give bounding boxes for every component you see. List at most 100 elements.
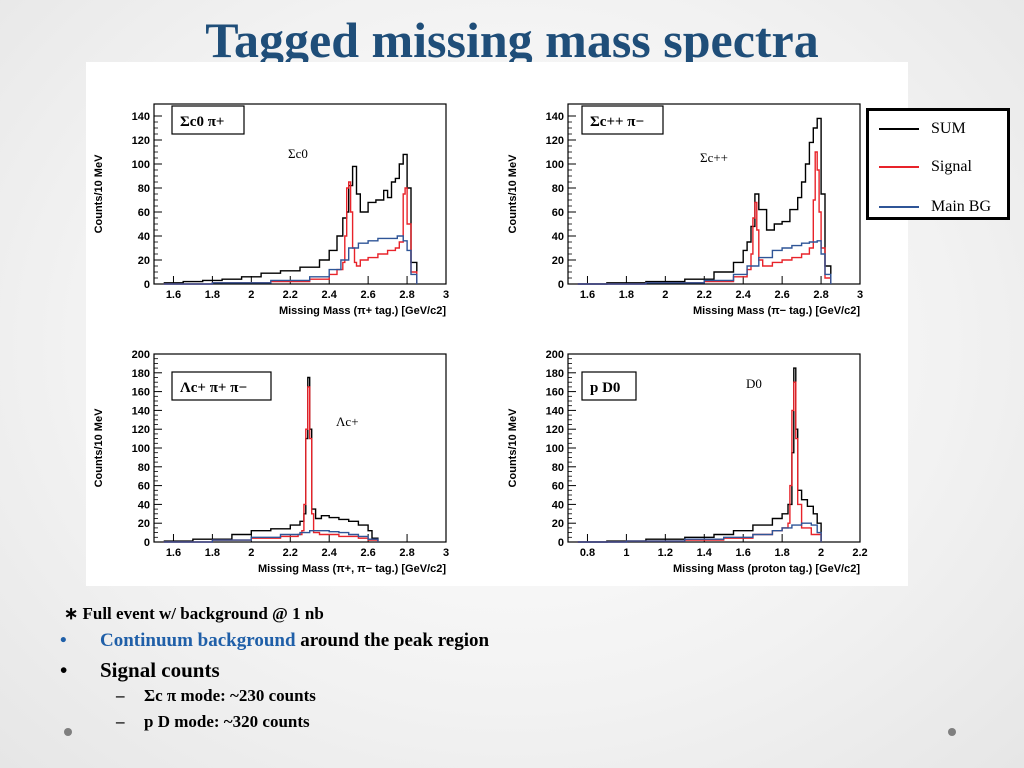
- histogram-4: 0 20 40 60 80 100 120 140 160 180 200 0.8 1 1.2 1.4 1.6…: [507, 349, 868, 575]
- channel-label: Σc++ π−: [590, 114, 644, 130]
- series-sum: [163, 153, 418, 284]
- y-tick-label: 80: [552, 183, 564, 195]
- series-main-bg: [577, 240, 832, 285]
- y-tick-label: 20: [552, 255, 564, 267]
- x-tick-label: 1.6: [166, 289, 181, 301]
- histogram-3: 0 20 40 60 80 100 120 140 160 180 200 1.6 1.8 2 2.2 2.4…: [93, 349, 449, 575]
- x-tick-label: 2.6: [360, 547, 375, 559]
- peak-label: Σc0: [288, 146, 308, 161]
- x-axis-label: Missing Mass (π+, π− tag.) [GeV/c2]: [258, 563, 446, 575]
- series-signal: [577, 381, 822, 543]
- y-axis-label: Counts/10 MeV: [93, 408, 105, 488]
- decor-dot-left: [64, 728, 72, 736]
- y-tick-label: 60: [138, 207, 150, 219]
- x-tick-label: 2.4: [322, 289, 338, 301]
- y-tick-label: 140: [132, 111, 150, 123]
- y-tick-label: 180: [132, 368, 150, 380]
- x-tick-label: 2.4: [322, 547, 338, 559]
- legend-label-main-bg: Main BG: [931, 198, 991, 215]
- legend-swatch-signal: [879, 166, 919, 168]
- y-tick-label: 120: [546, 135, 564, 147]
- bullet-item-2: • Signal counts: [60, 658, 220, 683]
- y-tick-label: 140: [132, 405, 150, 417]
- series-sum: [577, 367, 822, 543]
- x-tick-label: 2.2: [697, 289, 712, 301]
- figure-panel: 0 20 40 60 80 100 120 140 1.6 1.8 2 2.2 2.4 2.6 2.8 3 Mi…: [86, 62, 908, 586]
- y-tick-label: 120: [546, 424, 564, 436]
- dash-marker: –: [116, 712, 125, 731]
- y-tick-label: 200: [132, 349, 150, 361]
- channel-label-box: [171, 105, 245, 135]
- y-tick-label: 40: [552, 499, 564, 511]
- y-axis-label: Counts/10 MeV: [507, 154, 519, 234]
- y-tick-label: 200: [546, 349, 564, 361]
- x-tick-label: 2.8: [399, 547, 414, 559]
- plot-frame: [153, 103, 447, 285]
- y-tick-label: 120: [132, 424, 150, 436]
- x-tick-label: 2: [248, 547, 254, 559]
- y-tick-label: 100: [132, 443, 150, 455]
- legend: SUM Signal Main BG: [866, 108, 1010, 220]
- series-main-bg: [577, 522, 822, 543]
- x-tick-label: 3: [443, 289, 449, 301]
- x-tick-label: 2.8: [399, 289, 414, 301]
- y-tick-label: 140: [546, 111, 564, 123]
- decor-dot-right: [948, 728, 956, 736]
- y-tick-label: 60: [552, 207, 564, 219]
- legend-label-signal: Signal: [931, 158, 972, 175]
- legend-swatch-main-bg: [879, 206, 919, 208]
- y-tick-label: 80: [552, 462, 564, 474]
- histogram-1: 0 20 40 60 80 100 120 140 1.6 1.8 2 2.2 2.4 2.6 2.8 3 Mi…: [93, 103, 449, 317]
- y-tick-label: 60: [138, 481, 150, 493]
- x-tick-label: 1.8: [619, 289, 634, 301]
- peak-label: D0: [746, 376, 762, 391]
- x-tick-label: 1.8: [205, 547, 220, 559]
- dash-marker: –: [116, 686, 125, 705]
- y-tick-label: 160: [546, 387, 564, 399]
- x-tick-label: 3: [857, 289, 863, 301]
- y-tick-label: 40: [552, 231, 564, 243]
- rest-text: around the peak region: [295, 630, 490, 651]
- series-main-bg: [163, 530, 379, 543]
- series-main-bg: [163, 235, 418, 285]
- y-tick-label: 0: [558, 537, 564, 549]
- x-tick-label: 2.8: [813, 289, 828, 301]
- x-tick-label: 1.6: [166, 547, 181, 559]
- y-tick-label: 60: [552, 481, 564, 493]
- plot-frame: [153, 353, 447, 543]
- y-tick-label: 160: [132, 387, 150, 399]
- x-tick-label: 2.6: [774, 289, 789, 301]
- x-tick-label: 2: [662, 289, 668, 301]
- y-axis-label: Counts/10 MeV: [93, 154, 105, 234]
- y-tick-label: 0: [558, 279, 564, 291]
- x-tick-label: 1.4: [697, 547, 713, 559]
- peak-label: Λc+: [336, 414, 359, 429]
- x-tick-label: 1.6: [736, 547, 751, 559]
- x-tick-label: 2: [818, 547, 824, 559]
- y-tick-label: 40: [138, 499, 150, 511]
- series-sum: [577, 117, 832, 285]
- channel-label-box: [581, 371, 637, 401]
- x-axis-label: Missing Mass (proton tag.) [GeV/c2]: [673, 563, 860, 575]
- bullet-marker: •: [60, 658, 68, 682]
- x-tick-label: 2: [248, 289, 254, 301]
- peak-label: Σc++: [700, 150, 728, 165]
- bullet-text-1: Continuum background around the peak reg…: [100, 630, 489, 652]
- x-tick-label: 1.6: [580, 289, 595, 301]
- y-tick-label: 140: [546, 405, 564, 417]
- x-tick-label: 1.2: [658, 547, 673, 559]
- note-line: ∗ Full event w/ background @ 1 nb: [64, 604, 324, 624]
- legend-item-sum: SUM: [879, 119, 1007, 139]
- channel-label-box: [581, 105, 664, 135]
- x-axis-label: Missing Mass (π− tag.) [GeV/c2]: [693, 305, 860, 317]
- x-tick-label: 2.2: [283, 547, 298, 559]
- channel-label: p D0: [590, 380, 620, 396]
- y-tick-label: 120: [132, 135, 150, 147]
- bullet-item-1: • Continuum background around the peak r…: [60, 630, 489, 652]
- y-tick-label: 20: [552, 518, 564, 530]
- x-tick-label: 1.8: [774, 547, 789, 559]
- plot-frame: [567, 103, 861, 285]
- x-tick-label: 1: [623, 547, 629, 559]
- star-marker: ∗: [64, 604, 79, 623]
- y-tick-label: 40: [138, 231, 150, 243]
